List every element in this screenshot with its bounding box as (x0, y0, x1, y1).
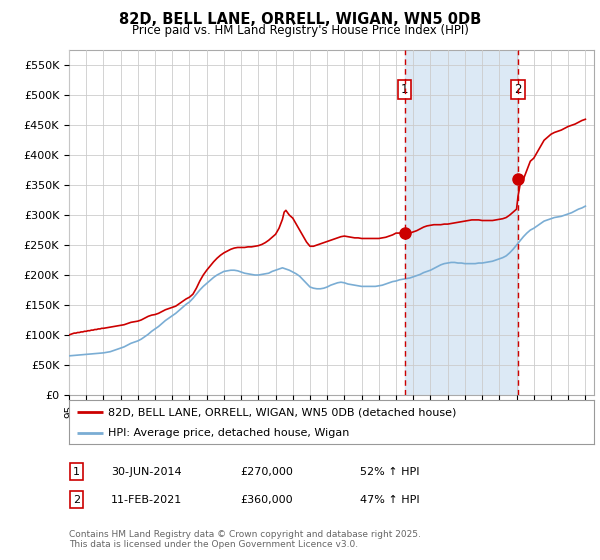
Text: 47% ↑ HPI: 47% ↑ HPI (360, 494, 419, 505)
Text: 11-FEB-2021: 11-FEB-2021 (111, 494, 182, 505)
Text: 2: 2 (73, 494, 80, 505)
Text: £360,000: £360,000 (240, 494, 293, 505)
Text: Contains HM Land Registry data © Crown copyright and database right 2025.
This d: Contains HM Land Registry data © Crown c… (69, 530, 421, 549)
Text: 1: 1 (401, 83, 409, 96)
Bar (404, 50, 518, 395)
Text: 82D, BELL LANE, ORRELL, WIGAN, WN5 0DB: 82D, BELL LANE, ORRELL, WIGAN, WN5 0DB (119, 12, 481, 27)
Text: Price paid vs. HM Land Registry's House Price Index (HPI): Price paid vs. HM Land Registry's House … (131, 24, 469, 37)
Text: £270,000: £270,000 (240, 466, 293, 477)
Text: HPI: Average price, detached house, Wigan: HPI: Average price, detached house, Wiga… (109, 428, 350, 438)
Text: 30-JUN-2014: 30-JUN-2014 (111, 466, 182, 477)
Text: 82D, BELL LANE, ORRELL, WIGAN, WN5 0DB (detached house): 82D, BELL LANE, ORRELL, WIGAN, WN5 0DB (… (109, 408, 457, 417)
Text: 1: 1 (73, 466, 80, 477)
Text: 2: 2 (514, 83, 521, 96)
Text: 52% ↑ HPI: 52% ↑ HPI (360, 466, 419, 477)
